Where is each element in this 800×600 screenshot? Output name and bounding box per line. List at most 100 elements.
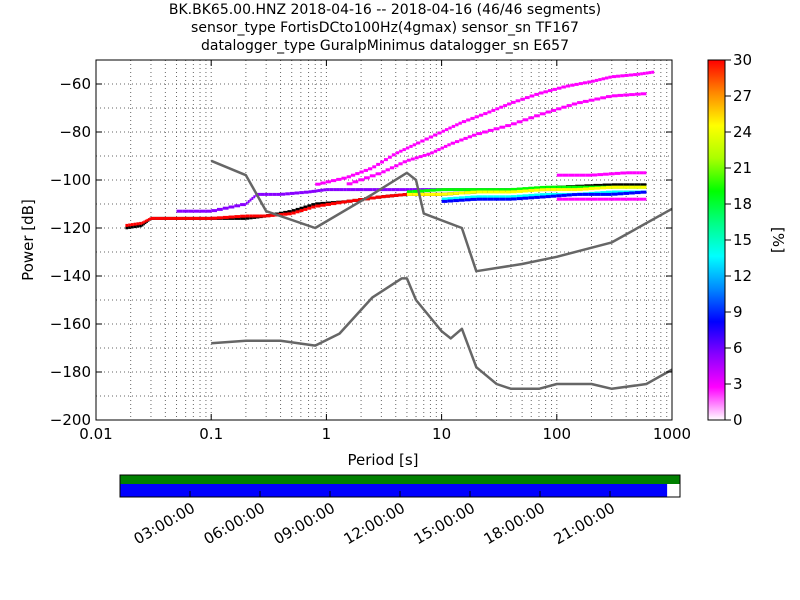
psd-cloud-cell — [611, 183, 618, 187]
psd-cloud-cell — [144, 219, 147, 223]
psd-cloud-cell — [409, 188, 413, 192]
psd-cloud-cell — [640, 185, 647, 189]
psd-cloud-cell — [632, 171, 637, 175]
psd-cloud-cell — [588, 192, 595, 196]
psd-cloud-cell — [350, 188, 356, 192]
psd-cloud-cell — [556, 185, 562, 189]
psd-cloud-cell — [611, 94, 618, 98]
y-tick-label: −200 — [50, 411, 91, 429]
psd-cloud-cell — [367, 188, 373, 192]
psd-cloud-cell — [448, 126, 452, 130]
colorbar-tick-label: 0 — [733, 411, 743, 429]
psd-cloud-cell — [516, 189, 523, 193]
psd-cloud-cell — [395, 151, 400, 155]
psd-cloud-cell — [172, 216, 177, 220]
psd-cloud-cell — [133, 225, 137, 229]
psd-cloud-cell — [346, 199, 353, 203]
psd-cloud-cell — [487, 190, 494, 194]
psd-cloud-cell — [582, 192, 589, 196]
colorbar-tick-label: 15 — [733, 231, 752, 249]
psd-cloud-cell — [632, 197, 637, 201]
psd-cloud-cell — [505, 124, 511, 128]
psd-cloud-cell — [412, 192, 419, 196]
psd-cloud-cell — [470, 195, 477, 199]
psd-cloud-cell — [578, 82, 583, 86]
psd-cloud-cell — [259, 214, 263, 218]
psd-cloud-cell — [367, 167, 373, 171]
psd-cloud-cell — [285, 192, 290, 196]
psd-cloud-cell — [585, 197, 592, 201]
psd-cloud-cell — [629, 183, 635, 187]
psd-cloud-cell — [600, 186, 606, 190]
psd-cloud-cell — [539, 185, 546, 189]
psd-cloud-cell — [311, 205, 316, 209]
psd-cloud-cell — [505, 190, 511, 194]
psd-cloud-cell — [325, 180, 331, 184]
psd-cloud-cell — [270, 213, 275, 217]
psd-cloud-cell — [440, 146, 444, 150]
psd-cloud-cell — [629, 93, 635, 97]
psd-cloud-cell — [565, 84, 571, 88]
noise-model-layer — [210, 159, 673, 391]
psd-cloud-cell — [534, 92, 539, 96]
psd-cloud-cell — [591, 79, 595, 83]
psd-cloud-cell — [295, 207, 300, 211]
chart-title-line-2: sensor_type FortisDCto100Hz(4gmax) senso… — [191, 20, 579, 36]
timeline-tick-label: 09:00:00 — [271, 499, 338, 548]
psd-cloud-cell — [476, 190, 483, 194]
psd-cloud-cell — [459, 138, 464, 142]
y-tick-label: −180 — [50, 363, 91, 381]
psd-cloud-cell — [611, 190, 618, 194]
psd-cloud-cell — [402, 160, 407, 164]
psd-cloud-cell — [414, 156, 419, 160]
grid-layer — [96, 60, 672, 420]
psd-cloud-cell — [136, 224, 140, 228]
psd-cloud-cell — [222, 206, 229, 210]
psd-cloud-cell — [587, 80, 592, 84]
psd-cloud-cell — [643, 197, 647, 201]
psd-cloud-cell — [216, 207, 223, 211]
psd-cloud-cell — [482, 195, 488, 199]
psd-cloud-cell — [493, 190, 500, 194]
psd-cloud-cell — [605, 190, 612, 194]
noise-model-low — [211, 277, 673, 391]
psd-cloud-cell — [412, 188, 417, 192]
psd-cloud-cell — [341, 200, 347, 204]
psd-cloud-cell — [280, 192, 286, 196]
psd-cloud-cell — [562, 173, 569, 177]
psd-cloud-cell — [245, 201, 248, 205]
psd-cloud-cell — [418, 189, 425, 193]
psd-cloud-cell — [539, 188, 546, 192]
psd-cloud-cell — [600, 96, 606, 100]
psd-cloud-cell — [582, 99, 589, 103]
psd-cloud-cell — [372, 188, 377, 192]
psd-cloud-cell — [149, 217, 151, 221]
psd-cloud-cell — [467, 135, 473, 139]
psd-cloud-cell — [395, 188, 400, 192]
psd-cloud-cell — [458, 191, 465, 195]
psd-cloud-cell — [499, 195, 506, 199]
psd-cloud-cell — [616, 74, 621, 78]
psd-cloud-cell — [188, 209, 194, 213]
psd-cloud-cell — [623, 191, 630, 195]
psd-cloud-cell — [636, 197, 640, 201]
psd-cloud-series — [406, 185, 647, 196]
colorbar-tick-label: 12 — [733, 267, 752, 285]
timeline-tick-label: 15:00:00 — [411, 499, 478, 548]
psd-cloud-cell — [574, 197, 580, 201]
psd-cloud-series — [315, 70, 655, 186]
psd-cloud-cell — [574, 173, 580, 177]
psd-cloud-cell — [534, 114, 540, 118]
psd-cloud-cell — [499, 188, 506, 192]
psd-cloud-cell — [399, 188, 403, 192]
psd-cloud-cell — [341, 176, 347, 180]
psd-cloud-cell — [464, 188, 471, 192]
psd-cloud-cell — [405, 146, 410, 150]
psd-cloud-cell — [247, 200, 250, 204]
psd-cloud-cell — [398, 162, 403, 166]
psd-cloud-cell — [499, 105, 504, 109]
psd-cloud-cell — [234, 204, 241, 208]
psd-cloud-cell — [249, 214, 253, 218]
psd-cloud-cell — [516, 197, 523, 201]
psd-cloud-cell — [510, 187, 517, 191]
